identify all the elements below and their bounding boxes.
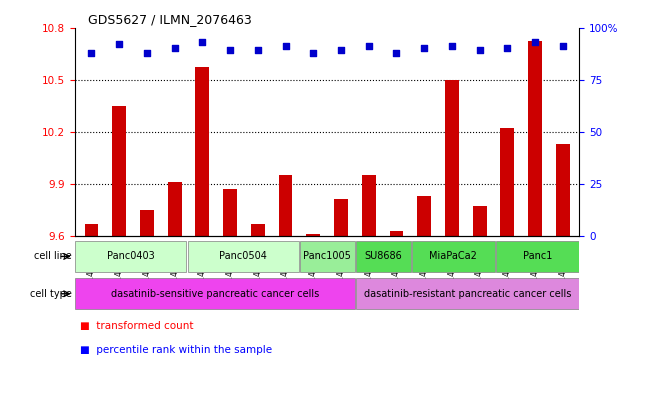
Bar [362, 175, 376, 236]
Text: cell type: cell type [30, 289, 72, 299]
Text: ■  transformed count: ■ transformed count [80, 321, 193, 331]
Point [336, 47, 346, 53]
Bar [168, 182, 182, 236]
Bar [501, 128, 514, 236]
Text: dasatinib-resistant pancreatic cancer cells: dasatinib-resistant pancreatic cancer ce… [364, 289, 571, 299]
Point [557, 43, 568, 50]
Point [419, 45, 430, 51]
Text: Panc0403: Panc0403 [107, 252, 155, 261]
Point [363, 43, 374, 50]
Point [169, 45, 180, 51]
Text: Panc0504: Panc0504 [219, 252, 267, 261]
Bar [187, 241, 299, 272]
Text: Panc1005: Panc1005 [303, 252, 351, 261]
Text: Panc1: Panc1 [523, 252, 552, 261]
Bar [334, 199, 348, 236]
Point [142, 50, 152, 56]
Bar [85, 224, 98, 236]
Bar [299, 241, 355, 272]
Bar [412, 241, 495, 272]
Bar [76, 241, 186, 272]
Text: cell line: cell line [34, 252, 72, 261]
Point [87, 50, 97, 56]
Text: MiaPaCa2: MiaPaCa2 [429, 252, 477, 261]
Point [225, 47, 235, 53]
Text: dasatinib-sensitive pancreatic cancer cells: dasatinib-sensitive pancreatic cancer ce… [111, 289, 319, 299]
Bar [279, 175, 292, 236]
Bar [355, 241, 411, 272]
Bar [528, 41, 542, 236]
Point [391, 50, 402, 56]
Point [114, 41, 124, 47]
Bar [307, 234, 320, 236]
Bar [556, 144, 570, 236]
Text: ■  percentile rank within the sample: ■ percentile rank within the sample [80, 345, 272, 355]
Point [253, 47, 263, 53]
Bar [223, 189, 237, 236]
Bar [473, 206, 486, 236]
Bar [445, 79, 459, 236]
Bar [76, 278, 355, 309]
Bar [355, 278, 579, 309]
Point [502, 45, 512, 51]
Bar [112, 106, 126, 236]
Bar [140, 210, 154, 236]
Bar [195, 68, 210, 236]
Point [530, 39, 540, 45]
Point [197, 39, 208, 45]
Bar [417, 196, 431, 236]
Point [447, 43, 457, 50]
Text: SU8686: SU8686 [365, 252, 402, 261]
Point [308, 50, 318, 56]
Point [281, 43, 291, 50]
Bar [496, 241, 579, 272]
Text: GDS5627 / ILMN_2076463: GDS5627 / ILMN_2076463 [88, 13, 252, 26]
Bar [389, 231, 404, 236]
Bar [251, 224, 265, 236]
Point [475, 47, 485, 53]
